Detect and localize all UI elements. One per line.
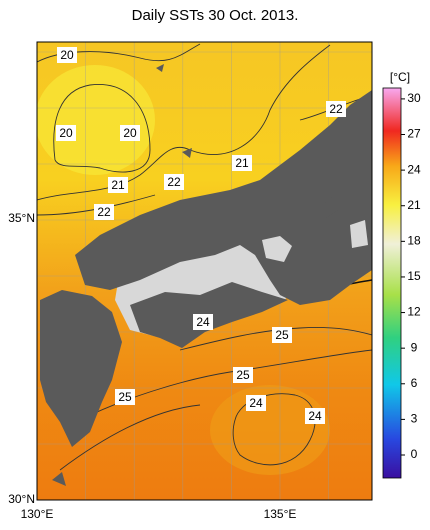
contour-label: 22 <box>167 175 181 189</box>
contour-label-box <box>57 47 77 63</box>
colorbar-tick-label: 27 <box>407 127 421 141</box>
cool-patch <box>37 65 155 175</box>
contour-label-box <box>56 125 76 141</box>
map-frame <box>36 41 373 501</box>
lat-label: 30°N <box>8 492 35 506</box>
contour-label-box <box>120 125 140 141</box>
contour-label: 20 <box>60 48 74 62</box>
colorbar-tick-label: 0 <box>411 447 418 461</box>
title: Daily SSTs 30 Oct. 2013. <box>132 7 299 24</box>
cool-patch <box>210 385 330 475</box>
lon-label: 135°E <box>264 507 297 521</box>
colorbar-tick-label: 24 <box>407 162 421 176</box>
contour-label-box <box>305 408 325 424</box>
lat-label: 35°N <box>8 211 35 225</box>
contour-label-box <box>272 327 292 343</box>
contour-label-box <box>246 395 266 411</box>
land-honshu <box>75 90 372 305</box>
colorbar-tick-label: 12 <box>407 305 421 319</box>
colorbar <box>382 87 402 479</box>
contour-label-box <box>233 367 253 383</box>
contour-label: 25 <box>236 368 250 382</box>
contour-label-box <box>193 314 213 330</box>
contour-label-box <box>94 204 114 220</box>
colorbar-unit: [°C] <box>390 70 410 84</box>
colorbar-tick-label: 3 <box>411 412 418 426</box>
land-kyushu <box>40 290 122 447</box>
contour-label-box <box>164 174 184 190</box>
lake <box>262 220 368 262</box>
contour-label-box <box>232 155 252 171</box>
contour-label: 25 <box>118 390 132 404</box>
contour-label-box <box>326 101 346 117</box>
contour-label: 22 <box>97 205 111 219</box>
contour-label: 20 <box>59 126 73 140</box>
contour-label: 21 <box>111 178 125 192</box>
contour-label: 22 <box>329 102 343 116</box>
contour <box>53 84 151 173</box>
contour-label: 24 <box>249 396 263 410</box>
colorbar-tick-label: 6 <box>411 376 418 390</box>
lon-label: 130°E <box>21 507 54 521</box>
contour <box>232 393 316 466</box>
contour-label: 25 <box>275 328 289 342</box>
colorbar-tick-label: 15 <box>407 269 421 283</box>
colorbar-tick-label: 30 <box>407 91 421 105</box>
contour-label: 24 <box>196 315 210 329</box>
contour-label: 20 <box>123 126 137 140</box>
contour <box>59 404 201 471</box>
colorbar-tick-label: 18 <box>407 234 421 248</box>
contour-label-box <box>115 389 135 405</box>
colorbar-tick-label: 21 <box>407 198 421 212</box>
contour-label: 24 <box>308 409 322 423</box>
contour-label-box <box>108 177 128 193</box>
contour-label: 21 <box>235 156 249 170</box>
colorbar-tick-label: 9 <box>411 340 418 354</box>
contour <box>179 327 372 351</box>
